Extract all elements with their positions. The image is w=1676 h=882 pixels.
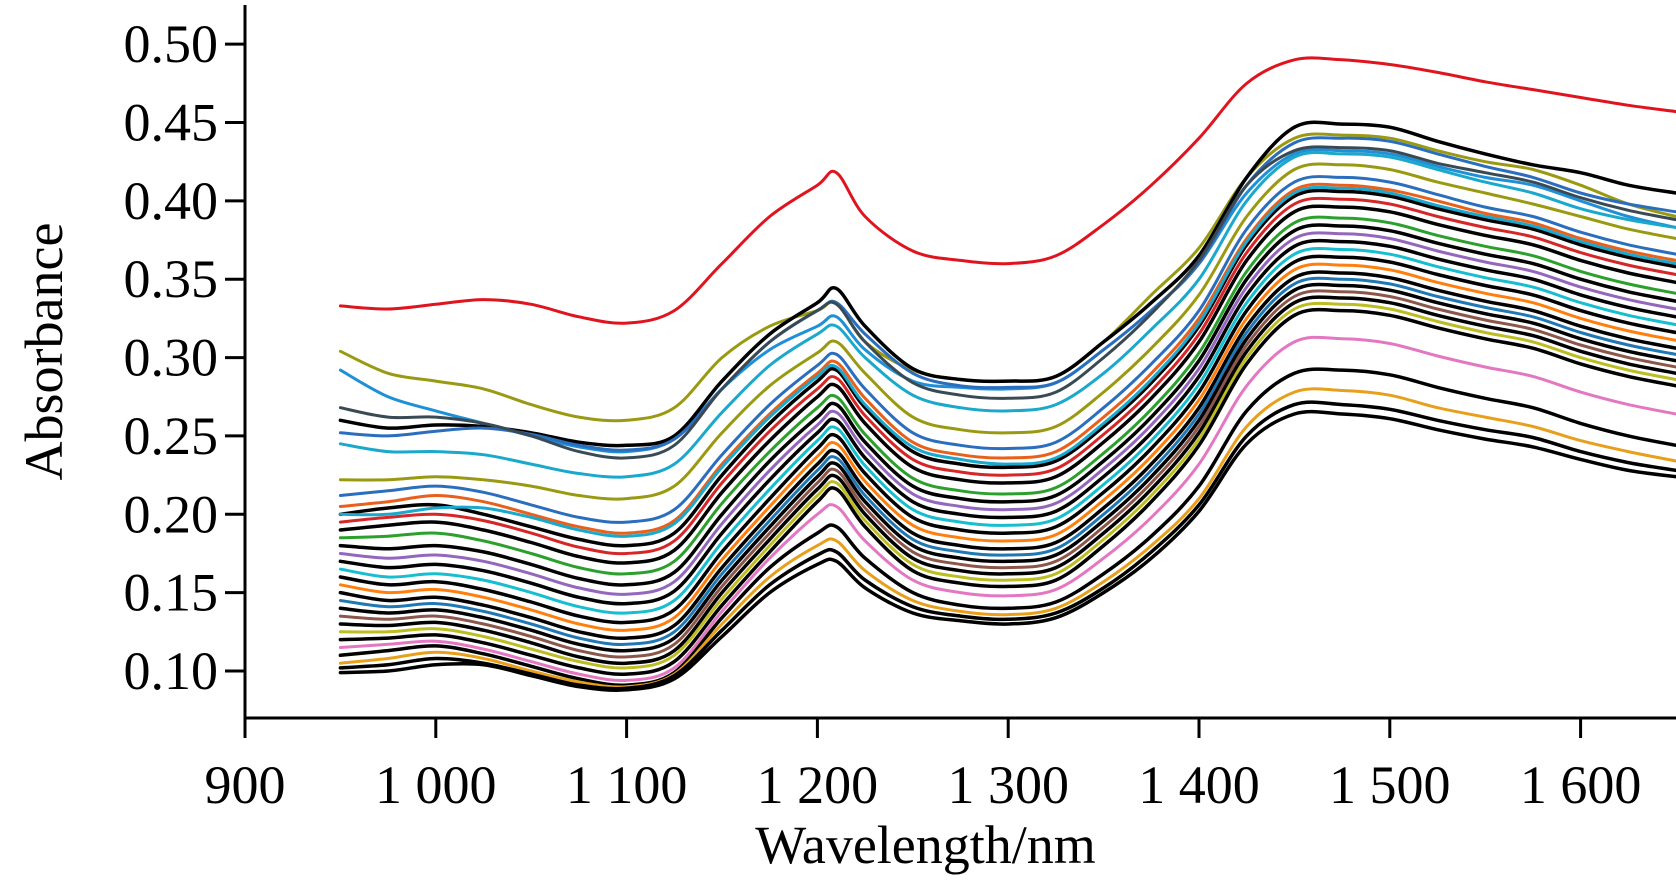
series-line-5	[338, 136, 1676, 452]
y-tick-label: 0.35	[124, 249, 219, 309]
series-line-9	[338, 182, 1676, 535]
series-line-2	[338, 132, 1676, 423]
series-line-10	[338, 188, 1676, 548]
series-line-8	[338, 175, 1676, 524]
series-line-21	[338, 276, 1676, 646]
series-line-17	[338, 247, 1676, 615]
x-axis-title: Wavelength/nm	[755, 815, 1096, 875]
series-line-14	[338, 223, 1676, 587]
series-line-22	[338, 282, 1676, 653]
series-line-11	[338, 196, 1676, 556]
series-group	[338, 56, 1676, 692]
series-line-16	[338, 238, 1676, 606]
series-line-20	[338, 270, 1676, 641]
series-line-12	[338, 204, 1676, 565]
y-tick-label: 0.30	[124, 328, 219, 388]
x-tick-label: 1 500	[1329, 755, 1451, 815]
x-tick-label: 1 300	[947, 755, 1069, 815]
y-tick-label: 0.40	[124, 171, 219, 231]
series-line-23	[338, 289, 1676, 659]
series-line-24	[338, 295, 1676, 666]
series-line-26	[338, 307, 1676, 677]
series-line-27	[338, 335, 1676, 683]
series-line-4	[338, 120, 1676, 448]
series-line-13	[338, 215, 1676, 576]
x-tick-label: 1 000	[375, 755, 497, 815]
series-line-7	[338, 162, 1676, 501]
series-line-15	[338, 231, 1676, 596]
series-line-6	[338, 151, 1676, 479]
series-line-29	[338, 387, 1676, 689]
x-tick-label: 900	[205, 755, 286, 815]
y-tick-label: 0.45	[124, 93, 219, 153]
x-tick-label: 1 100	[566, 755, 688, 815]
ticks-group: 900 1 000 1 100 1 200 1 300 1 400 1 500 1 600 0.…	[124, 14, 1642, 815]
y-tick-label: 0.50	[124, 14, 219, 74]
y-tick-label: 0.20	[124, 484, 219, 544]
series-line-28	[338, 367, 1676, 687]
y-tick-label: 0.25	[124, 406, 219, 466]
y-axis-title: Absorbance	[14, 223, 74, 481]
x-tick-label: 1 600	[1520, 755, 1642, 815]
x-tick-label: 1 400	[1138, 755, 1260, 815]
series-line-1	[338, 56, 1676, 325]
series-line-19	[338, 262, 1676, 632]
series-line-33	[338, 145, 1676, 460]
y-tick-label: 0.10	[124, 641, 219, 701]
y-tick-label: 0.15	[124, 563, 219, 623]
series-line-31	[338, 409, 1676, 692]
series-line-18	[338, 254, 1676, 625]
series-line-32	[338, 185, 1676, 538]
x-tick-label: 1 200	[757, 755, 879, 815]
series-line-25	[338, 301, 1676, 670]
